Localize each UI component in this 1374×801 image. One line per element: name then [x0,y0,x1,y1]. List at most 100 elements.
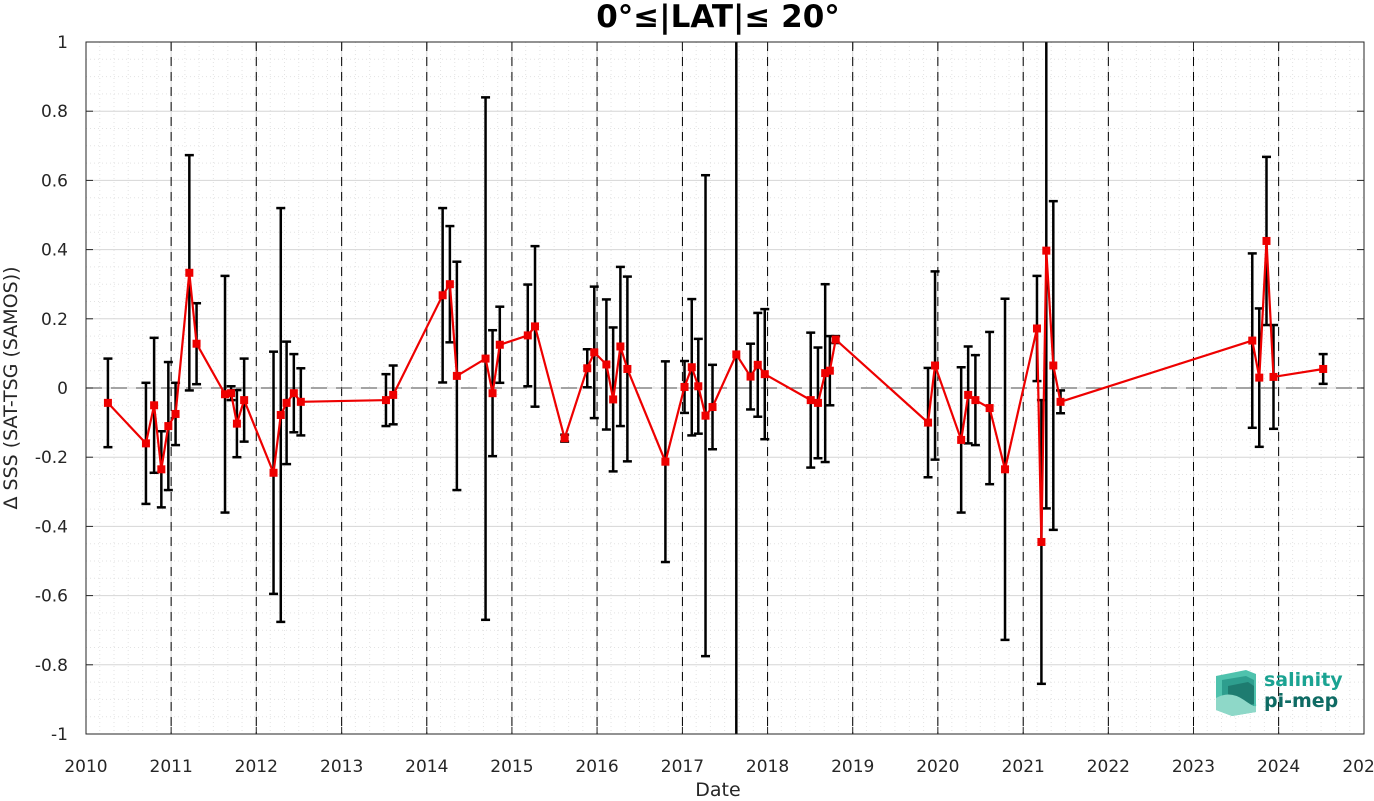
data-point [531,322,540,331]
x-tick-label: 2010 [64,757,107,777]
data-point [289,389,298,398]
x-tick-label: 2022 [1087,757,1130,777]
data-point [831,335,840,344]
data-point [481,354,490,363]
data-point [957,435,966,444]
data-point [488,389,497,398]
data-point [269,468,278,477]
data-point [760,370,769,379]
logo-wave-icon [1216,670,1257,716]
data-point [296,397,305,406]
x-tick-label: 2019 [831,757,874,777]
y-tick-label: -0.6 [35,587,68,607]
data-point [452,371,461,380]
data-point [985,404,994,413]
data-point [1262,236,1271,245]
y-tick-label: 0.6 [41,171,68,191]
data-point [583,364,592,373]
salinity-pi-mep-logo: salinity pi-mep [1216,669,1343,716]
data-markers [103,236,1328,546]
data-point [825,366,834,375]
x-tick-label: 2013 [320,757,363,777]
data-point [813,398,822,407]
x-tick-label: 2025 [1342,757,1374,777]
y-tick-label: -0.4 [35,517,68,537]
data-point [732,350,741,359]
data-point [602,360,611,369]
data-point [150,401,159,410]
data-point [227,389,236,398]
data-point [164,422,173,431]
x-tick-label: 2014 [405,757,448,777]
x-tick-label: 2024 [1257,757,1300,777]
data-point [1037,537,1046,546]
data-point [232,419,241,428]
y-tick-label: 0.8 [41,102,68,122]
data-point [171,409,180,418]
y-tick-label: 1 [57,33,68,53]
chart-title: 0°≤|LAT|≤ 20° [596,0,840,35]
data-point [806,396,815,405]
data-point [381,396,390,405]
y-tick-label: 0.2 [41,310,68,330]
x-tick-label: 2016 [575,757,618,777]
data-point [708,403,717,412]
data-point [1269,372,1278,381]
data-point [661,457,670,466]
data-point [924,418,933,427]
data-point [680,382,689,391]
y-axis-ticks: -1 -0.8 -0.6 -0.4 -0.2 0 0.2 0.4 0.6 0.8 1 [35,33,1364,745]
data-point [1255,373,1264,382]
data-point [276,410,285,419]
data-point [185,268,194,277]
y-tick-label: -1 [51,725,68,745]
data-point [1042,246,1051,255]
x-tick-label: 2018 [746,757,789,777]
data-point [746,372,755,381]
logo-line-2: pi-mep [1264,690,1338,712]
data-point [694,382,703,391]
x-tick-label: 2011 [150,757,193,777]
data-point [192,339,201,348]
data-point [103,398,112,407]
data-point [971,396,980,405]
data-point [931,361,940,370]
data-point [523,331,532,340]
x-tick-label: 2017 [661,757,704,777]
data-point [687,363,696,372]
data-point [753,360,762,369]
y-tick-label: -0.8 [35,656,68,676]
data-point [495,340,504,349]
data-point [282,398,291,407]
y-tick-label: -0.2 [35,448,68,468]
y-axis-label: Δ SSS (SAT-TSG (SAMOS)) [0,266,22,509]
data-point [157,465,166,474]
data-point [141,439,150,448]
data-point [1248,336,1257,345]
data-point [616,342,625,351]
data-point [240,396,249,405]
data-point [701,411,710,420]
data-point [1056,397,1065,406]
data-point [964,390,973,399]
x-tick-label: 2021 [1002,757,1045,777]
data-point [1319,364,1328,373]
data-point [590,348,599,357]
x-tick-label: 2020 [916,757,959,777]
logo-line-1: salinity [1264,669,1343,691]
data-point [1001,465,1010,474]
data-point [560,434,569,443]
data-point [609,395,618,404]
y-tick-label: 0.4 [41,241,68,261]
x-tick-label: 2012 [235,757,278,777]
data-point [1032,324,1041,333]
data-point [438,291,447,300]
x-axis-ticks: 2010 2011 2012 2013 2014 2015 2016 2017 2018 2019… [64,42,1374,777]
x-tick-label: 2015 [490,757,533,777]
data-point [389,390,398,399]
x-axis-label: Date [695,779,740,801]
y-tick-label: 0 [57,379,68,399]
data-point [445,280,454,289]
data-point [1049,361,1058,370]
